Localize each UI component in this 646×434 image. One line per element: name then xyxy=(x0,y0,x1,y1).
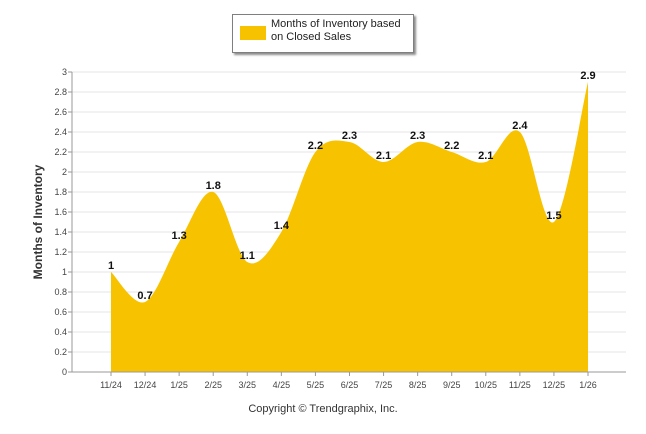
data-label: 2.3 xyxy=(342,130,357,142)
x-tick-label: 10/25 xyxy=(475,380,498,390)
y-tick-label: 1.4 xyxy=(54,227,67,237)
x-tick-label: 12/24 xyxy=(134,380,157,390)
legend: Months of Inventory based on Closed Sale… xyxy=(232,14,414,53)
y-tick-label: 0.8 xyxy=(54,287,67,297)
x-tick-label: 8/25 xyxy=(409,380,427,390)
data-labels: 1 0.7 1.3 1.8 1.1 1.4 2.2 2.3 2.1 2.3 2.2 2.1 2.4 1.5… xyxy=(108,70,596,302)
y-tick-label: 2.4 xyxy=(54,127,67,137)
data-label: 2.1 xyxy=(376,150,391,162)
data-label: 1.1 xyxy=(240,250,255,262)
y-tick-label: 0.4 xyxy=(54,327,67,337)
data-label: 1.3 xyxy=(171,230,186,242)
y-tick-label: 2.6 xyxy=(54,107,67,117)
data-label: 2.2 xyxy=(308,140,323,152)
y-tick-label: 3 xyxy=(62,67,67,77)
data-label: 2.1 xyxy=(478,150,493,162)
data-label: 2.2 xyxy=(444,140,459,152)
y-tick-label: 1 xyxy=(62,267,67,277)
y-tick-label: 0.6 xyxy=(54,307,67,317)
data-label: 2.4 xyxy=(512,120,528,132)
data-label: 2.9 xyxy=(580,70,595,82)
y-tick-labels: 0 0.2 0.4 0.6 0.8 1 1.2 1.4 1.6 1.8 2 2.2 2.4 2.6 2.8 3 xyxy=(54,67,67,377)
y-axis-label: Months of Inventory xyxy=(31,164,45,279)
data-label: 0.7 xyxy=(137,290,152,302)
y-tick-label: 2.8 xyxy=(54,87,67,97)
x-tick-labels: 11/24 12/24 1/25 2/25 3/25 4/25 5/25 6/25 7/25 8/… xyxy=(100,372,597,390)
x-tick-label: 5/25 xyxy=(307,380,325,390)
data-label: 1 xyxy=(108,260,114,272)
legend-swatch xyxy=(240,26,266,40)
x-tick-label: 1/25 xyxy=(170,380,188,390)
legend-label: Months of Inventory based on Closed Sale… xyxy=(271,18,401,43)
data-label: 1.8 xyxy=(206,180,221,192)
series-area xyxy=(111,82,588,372)
x-tick-label: 12/25 xyxy=(543,380,566,390)
y-tick-label: 2 xyxy=(62,167,67,177)
x-tick-label: 7/25 xyxy=(375,380,393,390)
y-tick-label: 0.2 xyxy=(54,347,67,357)
x-tick-label: 6/25 xyxy=(341,380,359,390)
x-tick-label: 11/24 xyxy=(100,380,122,390)
y-tick-label: 1.2 xyxy=(54,247,67,257)
y-tick-label: 1.8 xyxy=(54,187,67,197)
data-label: 2.3 xyxy=(410,130,425,142)
x-tick-label: 4/25 xyxy=(273,380,291,390)
y-tick-label: 2.2 xyxy=(54,147,67,157)
copyright-text: Copyright © Trendgraphix, Inc. xyxy=(248,403,398,415)
y-tick-label: 0 xyxy=(62,367,67,377)
x-tick-label: 1/26 xyxy=(579,380,597,390)
x-tick-label: 3/25 xyxy=(239,380,257,390)
x-tick-label: 9/25 xyxy=(443,380,461,390)
data-label: 1.4 xyxy=(274,220,290,232)
data-label: 1.5 xyxy=(546,210,561,222)
x-tick-label: 2/25 xyxy=(204,380,222,390)
y-tick-label: 1.6 xyxy=(54,207,67,217)
x-tick-label: 11/25 xyxy=(509,380,531,390)
